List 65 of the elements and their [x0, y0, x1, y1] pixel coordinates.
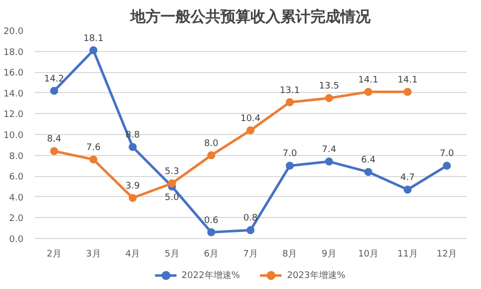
x-tick-label: 2月 — [46, 250, 62, 260]
chart-title: 地方一般公共预算收入累计完成情况 — [130, 8, 372, 26]
point — [89, 46, 98, 54]
data-label: 5.3 — [164, 166, 180, 177]
data-label: 3.9 — [126, 181, 140, 192]
x-tick-label: 3月 — [86, 250, 101, 260]
point — [246, 226, 254, 234]
point — [50, 86, 58, 95]
point — [89, 155, 98, 164]
data-label: 8.4 — [46, 134, 62, 145]
point — [325, 94, 334, 102]
y-tick-label: 4.0 — [9, 193, 24, 204]
x-tick-label: 6月 — [204, 250, 219, 260]
data-label: 8.0 — [204, 138, 219, 149]
data-label: 14.1 — [358, 75, 378, 86]
y-tick-label: 16.0 — [3, 68, 24, 79]
data-label: 13.1 — [280, 86, 300, 96]
point — [207, 228, 216, 236]
data-label: 0.6 — [204, 216, 219, 226]
legend-label: 2022年增速% — [182, 270, 240, 282]
x-tick-label: 7月 — [243, 250, 258, 260]
point — [286, 98, 294, 106]
data-label: 7.6 — [86, 142, 101, 153]
data-label: 10.4 — [240, 114, 261, 124]
point — [442, 162, 451, 170]
point — [168, 179, 176, 188]
x-tick-label: 10月 — [358, 250, 379, 260]
y-tick-label: 20.0 — [3, 27, 24, 37]
y-tick-label: 18.0 — [3, 48, 24, 58]
data-label: 7.0 — [282, 149, 298, 160]
point — [286, 162, 294, 170]
x-tick-label: 8月 — [282, 250, 298, 260]
x-tick-label: 12月 — [436, 250, 458, 260]
legend-label: 2023年增速% — [287, 270, 346, 282]
data-label: 5.0 — [164, 193, 180, 203]
point — [404, 88, 412, 96]
y-tick-label: 2.0 — [9, 214, 24, 224]
point — [325, 158, 334, 166]
point — [404, 186, 412, 194]
data-label: 4.7 — [400, 173, 415, 184]
y-tick-label: 6.0 — [9, 172, 24, 183]
y-tick-label: 0.0 — [9, 235, 24, 245]
data-label: 6.4 — [361, 155, 376, 166]
y-tick-label: 10.0 — [3, 131, 24, 141]
point — [246, 126, 254, 134]
point — [364, 88, 372, 96]
data-label: 7.0 — [440, 149, 454, 160]
point — [207, 151, 216, 160]
y-tick-label: 14.0 — [3, 89, 24, 100]
y-tick-label: 8.0 — [9, 152, 24, 162]
x-tick-label: 5月 — [164, 250, 180, 260]
x-tick-label: 11月 — [397, 250, 418, 260]
data-label: 0.8 — [243, 214, 258, 224]
point — [128, 142, 137, 151]
data-label: 14.1 — [398, 75, 418, 86]
data-label: 18.1 — [83, 34, 104, 44]
x-tick-label: 9月 — [322, 250, 336, 260]
y-tick-label: 12.0 — [3, 110, 24, 120]
point — [364, 168, 372, 176]
point — [128, 194, 137, 202]
data-label: 14.2 — [44, 74, 64, 84]
point — [50, 147, 58, 156]
data-label: 13.5 — [319, 82, 340, 92]
data-label: 7.4 — [322, 145, 336, 156]
x-tick-label: 4月 — [125, 250, 140, 260]
